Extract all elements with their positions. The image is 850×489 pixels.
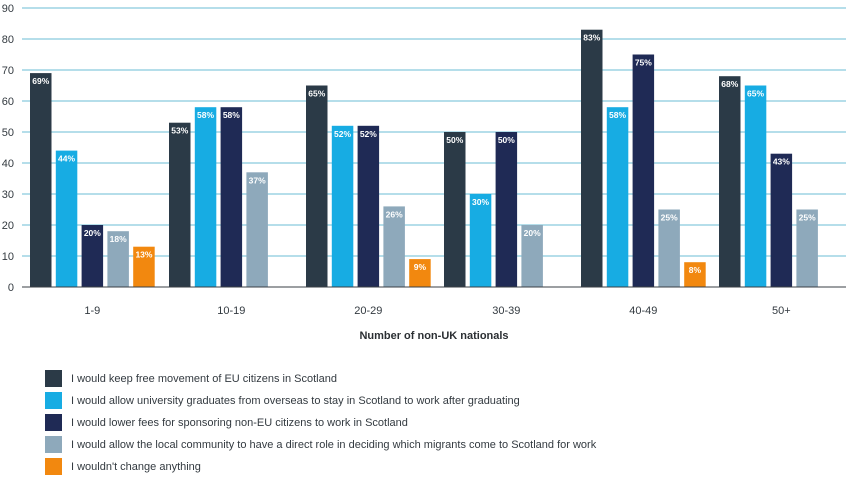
bar [169, 122, 191, 287]
y-tick-label: 20 [2, 220, 14, 232]
legend-label: I wouldn't change anything [71, 460, 201, 473]
bar [495, 132, 518, 287]
bar [581, 29, 603, 287]
data-label: 25% [799, 213, 816, 223]
bars: 69% 53% 65% 50% 83% 68% 44% 58% 52% 30% 58% 65% 20% 5… [30, 29, 818, 287]
legend-item: I would keep free movement of EU citizen… [45, 370, 596, 387]
data-label: 53% [171, 126, 188, 136]
y-tick-label: 90 [2, 3, 14, 15]
data-label: 43% [773, 157, 790, 167]
bar [770, 153, 793, 287]
data-label: 58% [223, 110, 240, 120]
x-tick-label: 30-39 [492, 305, 520, 317]
data-label: 20% [524, 228, 541, 238]
data-label: 26% [386, 209, 403, 219]
y-tick-label: 50 [2, 127, 14, 139]
data-label: 65% [308, 89, 325, 99]
legend-swatch [45, 458, 62, 475]
data-label: 75% [635, 58, 652, 68]
y-tick-label: 40 [2, 158, 14, 170]
y-tick-label: 70 [2, 65, 14, 77]
legend-item: I would allow university graduates from … [45, 392, 596, 409]
grid-lines [22, 7, 846, 257]
legend: I would keep free movement of EU citizen… [45, 370, 596, 480]
bar [719, 76, 741, 287]
data-label: 13% [135, 250, 152, 260]
data-label: 8% [689, 265, 702, 275]
bar [632, 54, 655, 287]
x-axis-ticks: 1-9 10-19 20-29 30-39 40-49 50+ [84, 305, 790, 317]
data-label: 18% [110, 234, 127, 244]
legend-swatch [45, 370, 62, 387]
legend-label: I would keep free movement of EU citizen… [71, 372, 337, 385]
bar [246, 172, 268, 287]
bar [409, 259, 431, 287]
data-label: 20% [84, 228, 101, 238]
bar [306, 85, 328, 287]
y-tick-label: 0 [8, 282, 14, 294]
legend-swatch [45, 436, 62, 453]
bar [469, 194, 492, 287]
y-tick-label: 10 [2, 251, 14, 263]
data-label: 44% [58, 154, 75, 164]
y-tick-label: 60 [2, 96, 14, 108]
data-label: 83% [583, 33, 600, 43]
legend-label: I would allow university graduates from … [71, 394, 520, 407]
bar [658, 209, 680, 287]
y-axis-ticks: 0 10 20 30 40 50 60 70 80 90 [2, 3, 14, 294]
data-label: 37% [249, 175, 266, 185]
x-tick-label: 1-9 [84, 305, 100, 317]
bar [357, 125, 380, 287]
legend-item: I wouldn't change anything [45, 458, 596, 475]
bar-chart: 0 10 20 30 40 50 60 70 80 90 69% 53% 65% 50% 83% 68% 44… [2, 3, 846, 342]
bar [194, 107, 217, 287]
data-label: 30% [472, 197, 489, 207]
bar [133, 246, 155, 287]
legend-label: I would lower fees for sponsoring non-EU… [71, 416, 408, 429]
bar [521, 225, 543, 287]
bar [796, 209, 818, 287]
legend-item: I would lower fees for sponsoring non-EU… [45, 414, 596, 431]
bar [383, 206, 405, 287]
legend-swatch [45, 414, 62, 431]
data-label: 9% [414, 262, 427, 272]
bar [30, 73, 52, 287]
x-tick-label: 20-29 [354, 305, 382, 317]
data-label: 52% [334, 129, 351, 139]
data-label: 58% [609, 110, 626, 120]
data-label: 65% [747, 89, 764, 99]
data-label: 68% [721, 79, 738, 89]
data-label: 52% [360, 129, 377, 139]
x-tick-label: 50+ [772, 305, 791, 317]
x-tick-label: 40-49 [629, 305, 657, 317]
bar [606, 107, 629, 287]
data-label: 58% [197, 110, 214, 120]
data-label: 50% [446, 135, 463, 145]
legend-label: I would allow the local community to hav… [71, 438, 597, 451]
x-tick-label: 10-19 [217, 305, 245, 317]
bar [444, 132, 466, 287]
data-label: 50% [498, 135, 515, 145]
data-label: 69% [32, 76, 49, 86]
legend-swatch [45, 392, 62, 409]
legend-item: I would allow the local community to hav… [45, 436, 596, 453]
bar [220, 107, 243, 287]
y-tick-label: 80 [2, 34, 14, 46]
y-tick-label: 30 [2, 189, 14, 201]
bar [81, 225, 104, 287]
bar [744, 85, 767, 287]
bar [684, 262, 706, 287]
bar [331, 125, 354, 287]
data-label: 25% [661, 213, 678, 223]
bar [107, 231, 129, 287]
bar [55, 150, 78, 287]
x-axis-title: Number of non-UK nationals [359, 330, 508, 342]
